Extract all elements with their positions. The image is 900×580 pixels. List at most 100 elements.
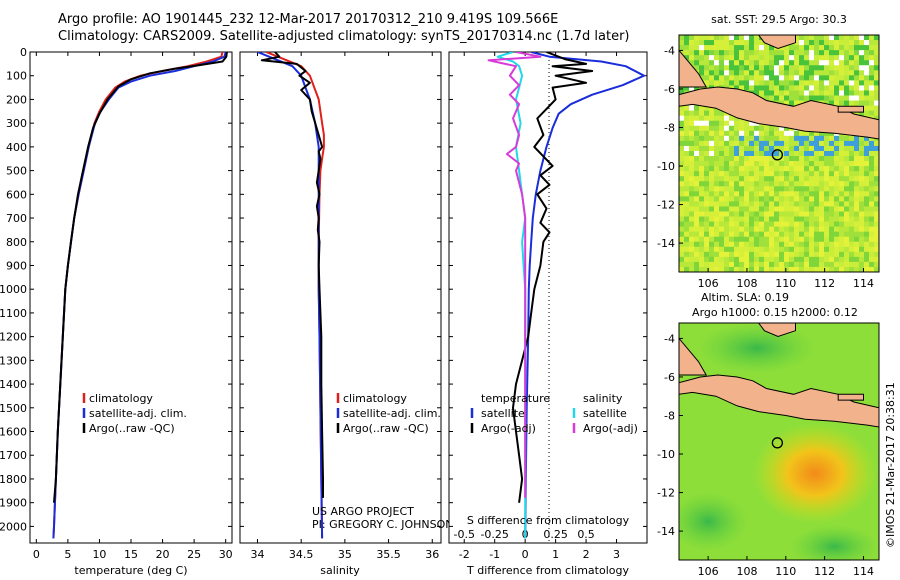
sst-map-panel: sat. SST: 29.5 Argo: 30.3 106 108 110 112 11… <box>657 13 880 290</box>
java-landmass <box>679 86 879 140</box>
argo-position-marker <box>771 149 784 161</box>
satellite-profile-line <box>524 52 645 539</box>
y-tick-label: 1100 <box>0 307 27 320</box>
map-x-tick-label: 114 <box>853 565 874 578</box>
credit-project: US ARGO PROJECT <box>312 505 414 518</box>
map-x-tick-label: 106 <box>698 277 719 290</box>
salinity-plot-area <box>239 51 442 544</box>
temperature-panel: 0100200300400500600700800900100011001200… <box>0 46 233 577</box>
y-tick-label: 1900 <box>0 497 27 510</box>
top-x-tick-label: -0.5 <box>453 528 474 541</box>
legend-label: Argo(..raw -QC) <box>89 422 175 435</box>
satellite-profile-line <box>257 52 324 539</box>
y-tick-label: 1700 <box>0 449 27 462</box>
argo-profile-line <box>53 52 228 503</box>
map-x-tick-label: 108 <box>736 565 757 578</box>
y-tick-label: 800 <box>6 236 27 249</box>
sla-map-subtitle: Argo h1000: 0.15 h2000: 0.12 <box>692 306 858 319</box>
x-tick-label: 3 <box>613 548 620 561</box>
temperature-plot-area <box>29 51 233 544</box>
map-x-tick-label: 112 <box>814 565 835 578</box>
temperature-legend: climatology satellite-adj. clim. Argo(..ra… <box>82 392 187 435</box>
argo-position-marker <box>771 437 784 449</box>
map-y-tick-label: -10 <box>657 160 675 173</box>
imos-credit: ©IMOS 21-Mar-2017 20:38:31 <box>884 382 897 548</box>
y-tick-label: 1500 <box>0 402 27 415</box>
x-tick-label: 36 <box>425 548 439 561</box>
map-y-tick-label: -14 <box>657 525 675 538</box>
difference-legend: temperature salinity satellite Argo(-adj) sa… <box>470 392 638 435</box>
y-tick-label: 1400 <box>0 378 27 391</box>
sumatra-landmass <box>679 337 708 376</box>
x-tick-label: 15 <box>124 548 138 561</box>
top-x-tick-label: 0.5 <box>577 528 595 541</box>
sla-map-panel: Altim. SLA: 0.19 Argo h1000: 0.15 h2000:… <box>657 291 880 578</box>
legend-label: temperature <box>481 392 550 405</box>
y-tick-label: 1000 <box>0 283 27 296</box>
y-tick-label: 400 <box>6 141 27 154</box>
figure-title-line1: Argo profile: AO 1901445_232 12-Mar-2017… <box>58 12 559 27</box>
argo-profile-line <box>512 52 594 503</box>
map-y-tick-label: -14 <box>657 237 675 250</box>
sumatra-landmass <box>679 49 708 88</box>
y-tick-label: 600 <box>6 188 27 201</box>
difference-plot-area <box>448 51 648 544</box>
map-x-tick-label: 110 <box>775 277 796 290</box>
map-x-tick-label: 108 <box>736 277 757 290</box>
y-tick-label: 500 <box>6 165 27 178</box>
legend-label: climatology <box>343 392 407 405</box>
x-tick-label: 0 <box>33 548 40 561</box>
sst-map-title: sat. SST: 29.5 Argo: 30.3 <box>711 13 847 26</box>
x-tick-label: 0 <box>522 548 529 561</box>
madura-landmass <box>837 393 864 401</box>
legend-label: satellite <box>583 407 627 420</box>
y-tick-label: 0 <box>20 46 27 59</box>
x-tick-label: 35 <box>338 548 352 561</box>
map-y-tick-label: -6 <box>664 371 675 384</box>
salinity-panel: 34 34.5 35 35.5 36 salinity climatology satel… <box>239 51 453 577</box>
legend-label: Argo(..raw -QC) <box>343 422 429 435</box>
borneo-landmass <box>757 35 796 50</box>
salt_argo-profile-line <box>487 52 542 498</box>
sla-map-title: Altim. SLA: 0.19 <box>701 291 789 304</box>
y-tick-label: 2000 <box>0 520 27 533</box>
legend-label: Argo(-adj) <box>481 422 536 435</box>
temperature-xlabel: temperature (deg C) <box>74 564 187 577</box>
x-tick-label: 25 <box>187 548 201 561</box>
difference-xlabel-top: S difference from climatology <box>467 514 630 527</box>
credit-pi: PI: GREGORY C. JOHNSON <box>312 518 453 531</box>
y-tick-label: 200 <box>6 93 27 106</box>
map-y-tick-label: -4 <box>664 44 675 57</box>
legend-label: climatology <box>89 392 153 405</box>
y-tick-label: 700 <box>6 212 27 225</box>
x-tick-label: 34 <box>250 548 264 561</box>
salinity-xlabel: salinity <box>320 564 360 577</box>
x-tick-label: -1 <box>489 548 500 561</box>
y-tick-label: 1300 <box>0 354 27 367</box>
x-tick-label: 30 <box>219 548 233 561</box>
x-tick-label: 1 <box>552 548 559 561</box>
figure-title-line2: Climatology: CARS2009. Satellite-adjuste… <box>58 29 630 44</box>
y-tick-label: 1800 <box>0 473 27 486</box>
java-landmass <box>679 374 879 428</box>
map-x-tick-label: 110 <box>775 565 796 578</box>
x-tick-label: 5 <box>64 548 71 561</box>
x-tick-label: 10 <box>92 548 106 561</box>
map-y-tick-label: -12 <box>657 487 675 500</box>
difference-xlabel: T difference from climatology <box>466 564 629 577</box>
x-tick-label: 20 <box>156 548 170 561</box>
y-tick-label: 900 <box>6 259 27 272</box>
map-y-tick-label: -4 <box>664 332 675 345</box>
map-y-tick-label: -12 <box>657 199 675 212</box>
map-x-tick-label: 106 <box>698 565 719 578</box>
top-x-tick-label: 0.25 <box>543 528 568 541</box>
y-tick-label: 1200 <box>0 331 27 344</box>
y-tick-label: 1600 <box>0 426 27 439</box>
sst-map-frame <box>678 34 880 273</box>
map-x-tick-label: 114 <box>853 277 874 290</box>
map-y-tick-label: -8 <box>664 409 675 422</box>
legend-label: salinity <box>583 392 623 405</box>
sla-map-frame <box>678 322 880 561</box>
legend-label: satellite-adj. clim. <box>343 407 441 420</box>
